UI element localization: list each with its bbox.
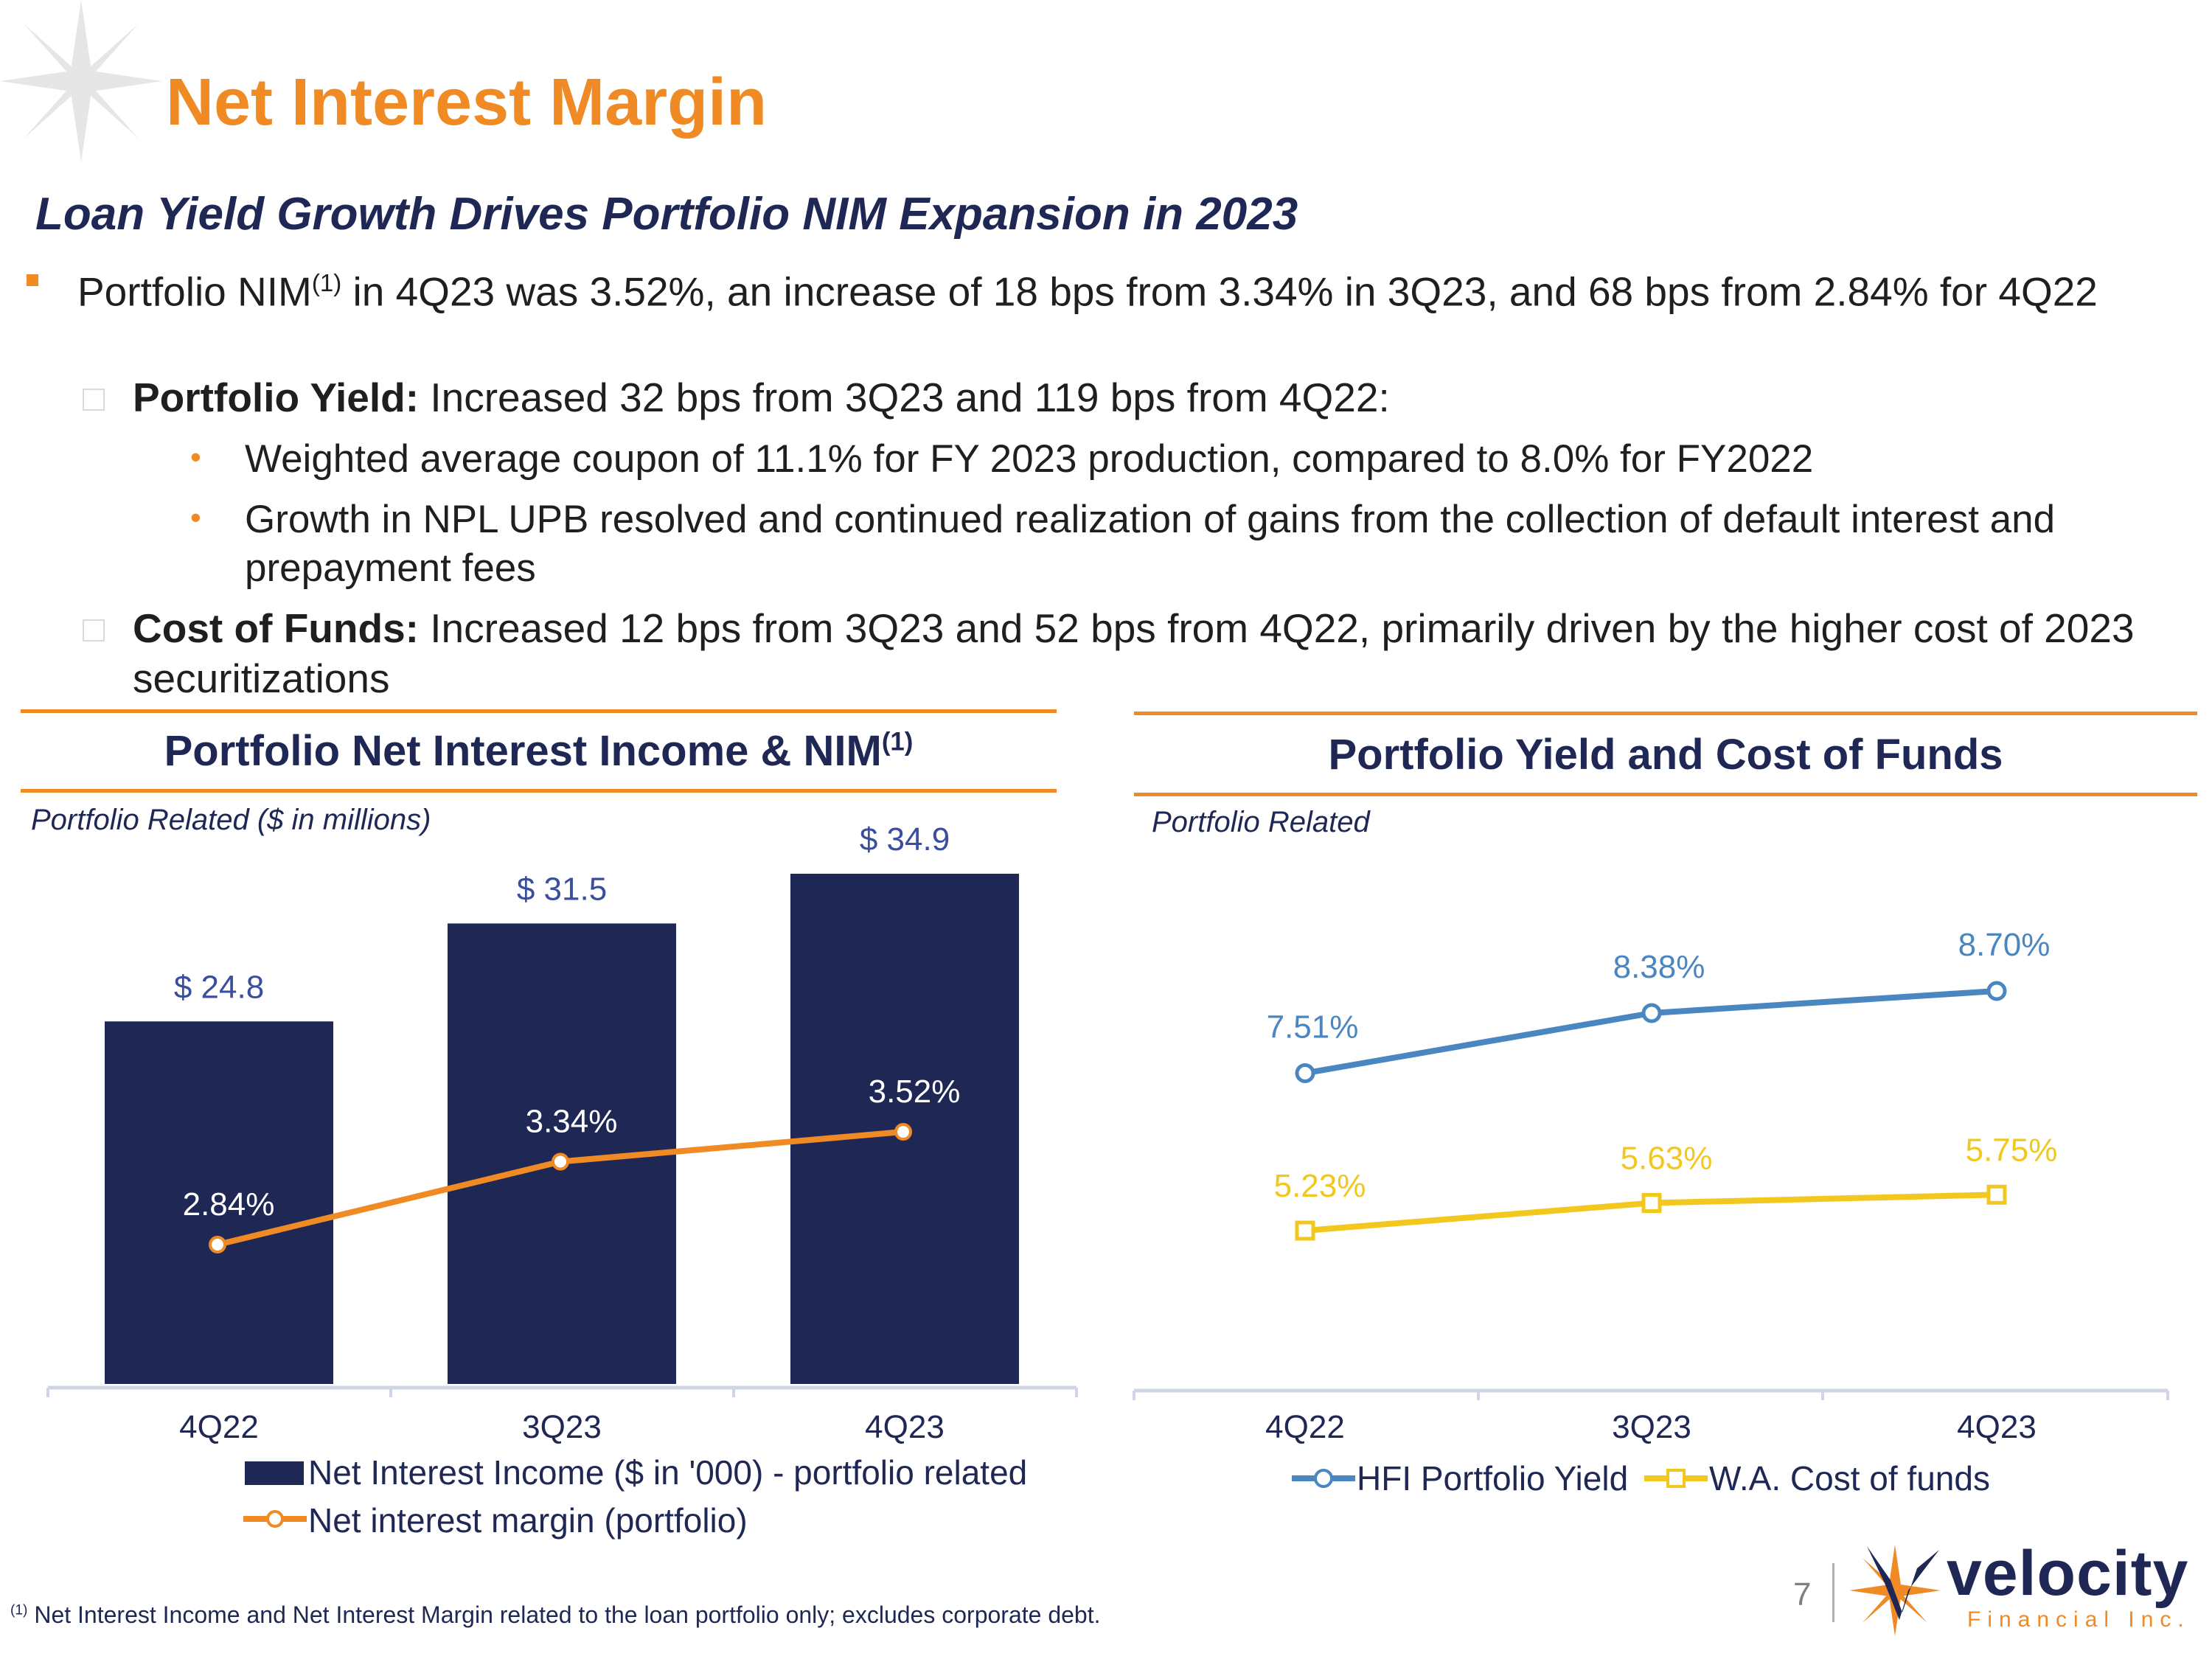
divider bbox=[1134, 712, 2197, 715]
bullet-portfolio-yield: Portfolio Yield: Increased 32 bps from 3… bbox=[133, 375, 1390, 420]
right-chart-title: Portfolio Yield and Cost of Funds bbox=[1328, 731, 2003, 779]
star-logo-icon bbox=[0, 0, 162, 162]
nim-value-label: 3.34% bbox=[526, 1104, 618, 1140]
bullet-cost-of-funds: Cost of Funds: Increased 12 bps from 3Q2… bbox=[133, 605, 2135, 701]
dot-bullet-icon: • bbox=[190, 439, 201, 474]
cost-point bbox=[1986, 1184, 2007, 1205]
bar-value-label: $ 24.8 bbox=[174, 969, 264, 1005]
x-tick-label: 4Q23 bbox=[865, 1409, 945, 1445]
legend-bar-swatch bbox=[245, 1461, 304, 1485]
x-tick-label: 4Q22 bbox=[179, 1409, 259, 1445]
box-bullet-icon bbox=[83, 619, 105, 641]
cost-value-label: 5.75% bbox=[1966, 1132, 2058, 1168]
nim-point bbox=[894, 1123, 912, 1141]
dot-bullet-icon: • bbox=[190, 500, 201, 535]
cost-point bbox=[1641, 1193, 1662, 1214]
legend-cost-swatch bbox=[1644, 1469, 1708, 1488]
sub-bullet-npl: Growth in NPL UPB resolved and continued… bbox=[245, 498, 2056, 590]
cost-point bbox=[1295, 1220, 1315, 1241]
yield-point bbox=[1986, 981, 2007, 1001]
divider bbox=[1134, 793, 2197, 796]
yield-point bbox=[1641, 1003, 1662, 1023]
square-bullet-icon bbox=[27, 274, 38, 286]
legend-yield-label: HFI Portfolio Yield bbox=[1357, 1459, 1629, 1498]
nim-value-label: 2.84% bbox=[183, 1186, 275, 1222]
x-tick-label: 3Q23 bbox=[1612, 1409, 1691, 1445]
bar-value-label: $ 31.5 bbox=[517, 871, 607, 907]
box-bullet-icon bbox=[83, 389, 105, 411]
x-tick-label: 4Q22 bbox=[1265, 1409, 1345, 1445]
divider bbox=[21, 789, 1057, 793]
legend-bar-label: Net Interest Income ($ in '000) - portfo… bbox=[308, 1453, 1028, 1492]
legend-line-label: Net interest margin (portfolio) bbox=[308, 1501, 748, 1540]
x-tick-label: 3Q23 bbox=[522, 1409, 602, 1445]
nim-point bbox=[209, 1236, 226, 1253]
bullet-nim: Portfolio NIM(1) in 4Q23 was 3.52%, an i… bbox=[77, 268, 2098, 315]
yield-value-label: 8.70% bbox=[1958, 927, 2051, 963]
footnote: (1) Net Interest Income and Net Interest… bbox=[10, 1601, 1101, 1628]
bar-value-label: $ 34.9 bbox=[860, 821, 950, 858]
velocity-star-icon bbox=[1849, 1545, 1941, 1636]
divider bbox=[1832, 1563, 1834, 1622]
right-chart-subtitle: Portfolio Related bbox=[1152, 806, 1370, 838]
yield-value-label: 8.38% bbox=[1613, 949, 1705, 985]
yield-point bbox=[1295, 1062, 1315, 1083]
left-chart-subtitle: Portfolio Related ($ in millions) bbox=[31, 804, 431, 836]
nim-value-label: 3.52% bbox=[869, 1074, 961, 1110]
velocity-logo-text: velocity bbox=[1947, 1538, 2189, 1609]
legend-line-swatch bbox=[243, 1510, 307, 1528]
page-number: 7 bbox=[1793, 1576, 1812, 1613]
legend-yield-swatch bbox=[1292, 1469, 1355, 1488]
velocity-logo-subtext: Financial Inc. bbox=[1967, 1607, 2191, 1632]
legend-cost-label: W.A. Cost of funds bbox=[1709, 1459, 1990, 1498]
page-title: Net Interest Margin bbox=[166, 66, 768, 139]
sub-bullet-coupon: Weighted average coupon of 11.1% for FY … bbox=[245, 437, 1814, 481]
nim-point bbox=[552, 1152, 569, 1171]
left-chart-title: Portfolio Net Interest Income & NIM(1) bbox=[164, 727, 914, 775]
divider bbox=[21, 709, 1057, 713]
cost-value-label: 5.23% bbox=[1274, 1168, 1366, 1204]
yield-value-label: 7.51% bbox=[1267, 1009, 1359, 1045]
page-subtitle: Loan Yield Growth Drives Portfolio NIM E… bbox=[35, 189, 1298, 240]
x-tick-label: 4Q23 bbox=[1957, 1409, 2037, 1445]
bar bbox=[105, 1021, 333, 1384]
cost-value-label: 5.63% bbox=[1621, 1141, 1713, 1177]
